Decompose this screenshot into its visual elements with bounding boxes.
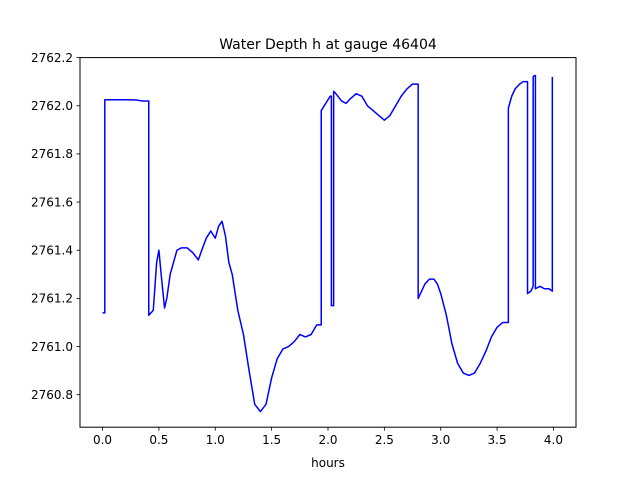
series-layer (102, 74, 554, 413)
x-tick-label: 3.0 (431, 433, 450, 447)
y-tick-label: 2761.4 (31, 244, 73, 258)
y-tick-label: 2761.2 (31, 292, 73, 306)
x-axis-label: hours (311, 456, 345, 470)
series-line (102, 74, 554, 413)
x-tick-label: 1.5 (262, 433, 281, 447)
x-tick-label: 0.0 (93, 433, 112, 447)
plot-area (80, 57, 576, 428)
chart-title: Water Depth h at gauge 46404 (219, 37, 437, 53)
x-tick-label: 4.0 (544, 433, 563, 447)
x-axis: 0.0 0.5 1.0 1.5 2.0 2.5 3.0 3.5 4.0 (93, 427, 563, 447)
x-tick-label: 2.0 (318, 433, 337, 447)
y-tick-label: 2761.0 (31, 340, 73, 354)
y-tick-label: 2761.6 (31, 195, 73, 209)
y-tick-label: 2762.0 (31, 99, 73, 113)
x-tick-label: 3.5 (488, 433, 507, 447)
x-tick-label: 2.5 (375, 433, 394, 447)
x-tick-label: 1.0 (206, 433, 225, 447)
y-axis: 2760.8 2761.0 2761.2 2761.4 2761.6 2761.8 2762… (31, 51, 80, 402)
y-tick-label: 2760.8 (31, 388, 73, 402)
y-tick-label: 2761.8 (31, 147, 73, 161)
y-tick-label: 2762.2 (31, 51, 73, 65)
axes-frame (79, 57, 577, 428)
x-tick-label: 0.5 (149, 433, 168, 447)
